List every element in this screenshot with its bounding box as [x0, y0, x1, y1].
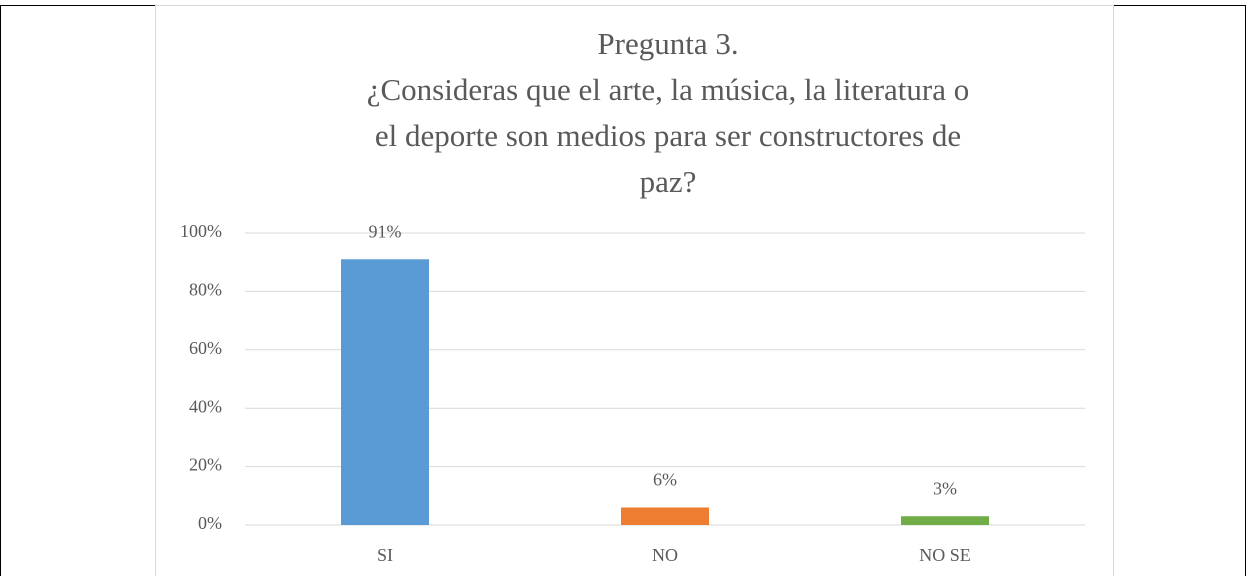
- chart-title: paz?: [640, 164, 697, 199]
- x-tick-label: NO: [652, 545, 678, 565]
- y-tick-label: 20%: [189, 455, 222, 475]
- x-tick-label: SI: [377, 545, 393, 565]
- x-tick-label: NO SE: [919, 545, 971, 565]
- data-label: 3%: [933, 478, 957, 498]
- data-label: 6%: [653, 470, 677, 490]
- y-tick-label: 80%: [189, 280, 222, 300]
- bar: [621, 507, 709, 525]
- y-tick-label: 40%: [189, 396, 222, 416]
- chart-title: Pregunta 3.: [597, 26, 738, 61]
- y-tick-label: 0%: [198, 513, 222, 533]
- chart-title: ¿Consideras que el arte, la música, la l…: [367, 72, 970, 107]
- bar: [901, 516, 989, 525]
- chart-title: el deporte son medios para ser construct…: [375, 118, 961, 153]
- y-tick-label: 60%: [189, 338, 222, 358]
- chart-frame: [155, 5, 1114, 576]
- data-label: 91%: [369, 221, 402, 241]
- bar: [341, 259, 429, 525]
- y-tick-label: 100%: [180, 221, 222, 241]
